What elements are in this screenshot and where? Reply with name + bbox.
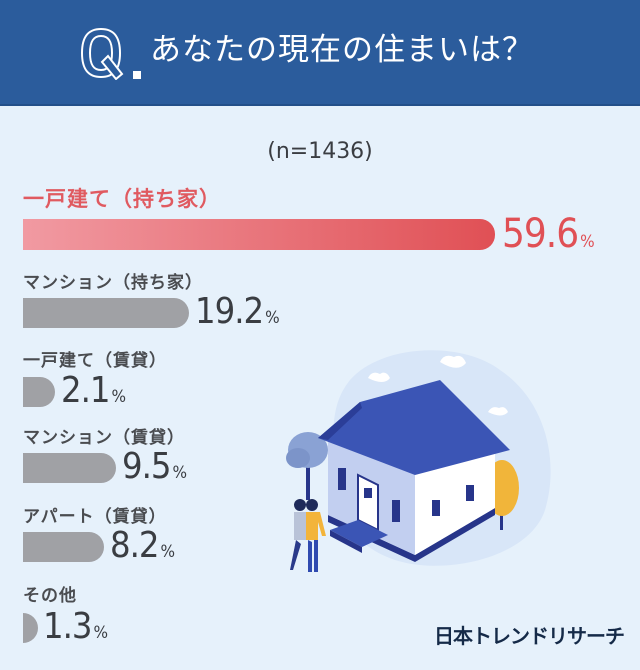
- bar-label: アパート（賃貸）: [23, 507, 167, 527]
- bar: [23, 377, 55, 407]
- couple-figure: [290, 499, 326, 572]
- bar: [23, 613, 38, 643]
- bar-value: 1.3%: [43, 606, 109, 647]
- bar: [23, 532, 104, 562]
- bar-value: 2.1%: [61, 370, 127, 411]
- bar-label: 一戸建て（賃貸）: [23, 351, 167, 371]
- q-letter-icon: [80, 27, 124, 80]
- sample-size: (n=1436): [267, 139, 373, 164]
- house-illustration: [286, 350, 551, 572]
- bar-value: 19.2%: [195, 291, 280, 332]
- brand-logo: 日本トレンドリサーチ: [434, 624, 625, 648]
- question-title: あなたの現在の住まいは？: [150, 32, 534, 68]
- bar-label: マンション（持ち家）: [23, 273, 203, 293]
- bar: [23, 453, 116, 483]
- bar: [23, 298, 189, 328]
- cloud-icon: [368, 355, 508, 416]
- bar-value: 59.6%: [502, 211, 595, 257]
- bar-value: 8.2%: [110, 525, 176, 566]
- q-dot: [133, 71, 141, 79]
- question-header: あなたの現在の住まいは？: [0, 0, 640, 106]
- bar: [23, 219, 495, 250]
- bar-label: マンション（賃貸）: [23, 428, 185, 448]
- bar-value: 9.5%: [122, 446, 188, 487]
- bar-label: その他: [23, 586, 77, 606]
- bar-label: 一戸建て（持ち家）: [23, 187, 221, 211]
